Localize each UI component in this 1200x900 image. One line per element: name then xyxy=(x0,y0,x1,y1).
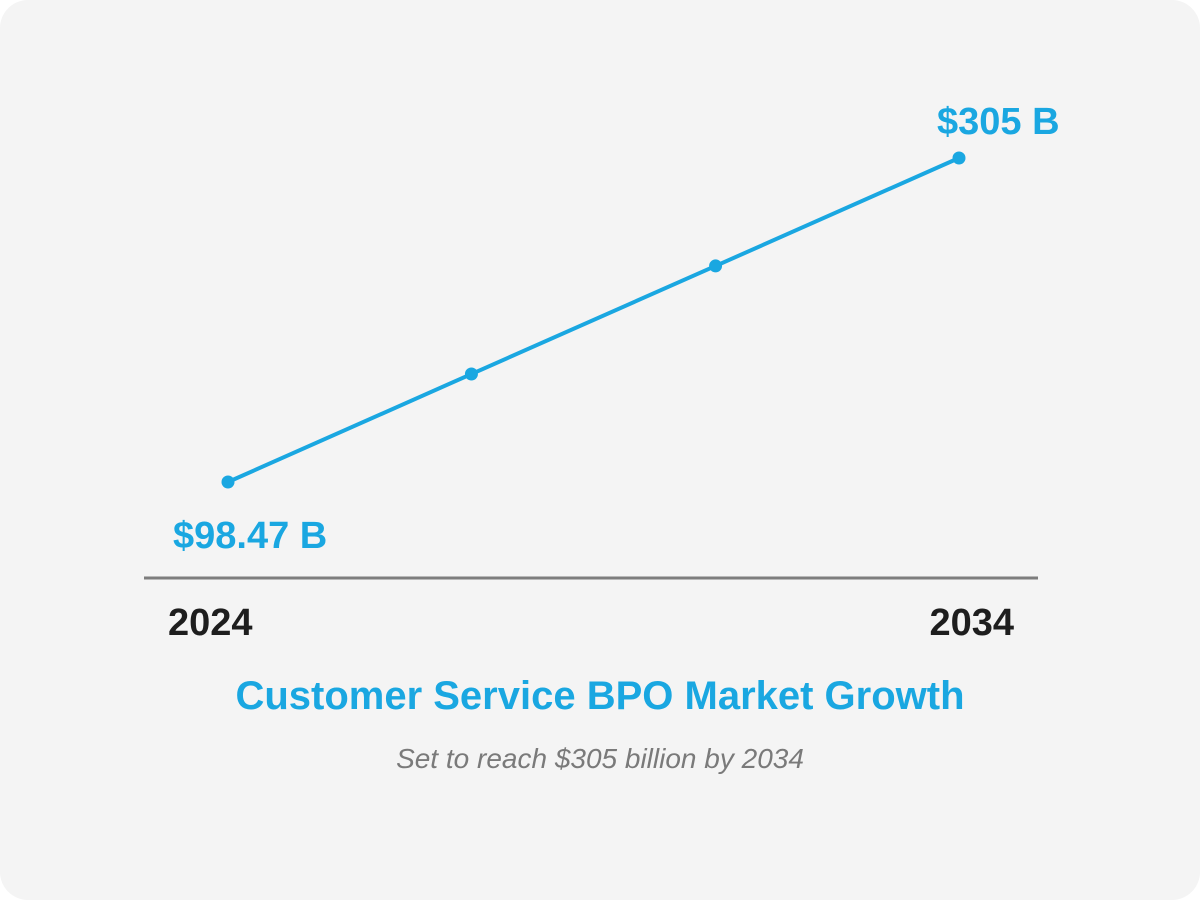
chart-title: Customer Service BPO Market Growth xyxy=(235,674,965,718)
x-tick-label-2024: 2024 xyxy=(168,602,253,644)
start-value-label: $98.47 B xyxy=(173,515,327,557)
data-points xyxy=(221,151,966,489)
data-point-0 xyxy=(221,475,235,489)
x-tick-label-2034: 2034 xyxy=(929,602,1014,644)
chart-subtitle: Set to reach $305 billion by 2034 xyxy=(396,743,804,774)
data-point-3 xyxy=(952,151,966,165)
series-line xyxy=(226,156,961,484)
data-point-1 xyxy=(464,367,478,381)
data-point-2 xyxy=(709,259,723,273)
end-value-label: $305 B xyxy=(937,101,1060,143)
